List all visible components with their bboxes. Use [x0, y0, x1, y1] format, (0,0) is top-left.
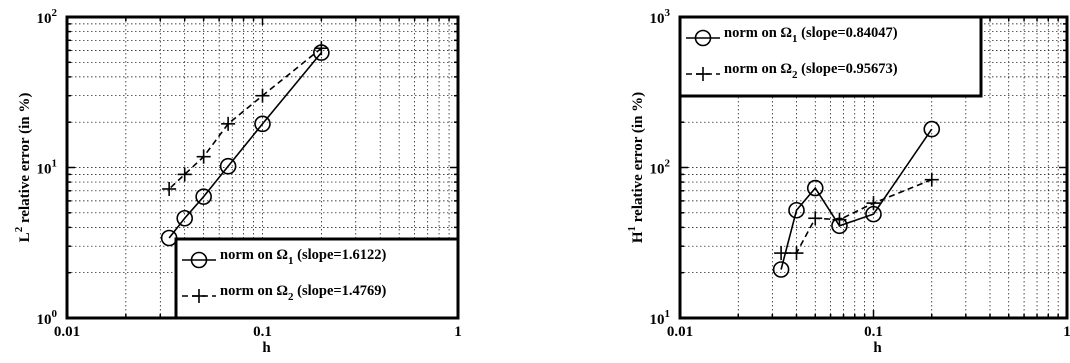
- legend-subscript: 2: [288, 291, 294, 303]
- x-tick-label: 1: [454, 324, 462, 340]
- chart-1-series-1: [160, 44, 330, 247]
- y-tick-exponent: 0: [52, 308, 58, 320]
- legend-text: (slope=0.84047): [798, 25, 898, 41]
- y-tick-exponent: 1: [52, 158, 58, 170]
- chart-2-series-2: [774, 172, 939, 261]
- legend-box: [678, 15, 983, 98]
- legend-subscript: 1: [288, 255, 294, 267]
- chart-2-legend: norm on Ω1 (slope=0.84047)norm on Ω2 (sl…: [678, 15, 983, 98]
- circle-marker: [176, 209, 194, 227]
- series-line: [780, 128, 933, 270]
- y-tick-base: 10: [650, 11, 665, 27]
- legend-text: norm on: [724, 61, 780, 77]
- legend-label: norm on Ω1 (slope=1.6122): [220, 247, 387, 267]
- y-tick-base: 10: [650, 162, 665, 178]
- plus-marker: [162, 181, 177, 196]
- circle-marker: [254, 115, 271, 133]
- plus-marker: [808, 211, 823, 226]
- chart-2-ylabel: H1 relative error (in %): [626, 92, 646, 243]
- x-tick-label: 0.1: [253, 324, 272, 340]
- legend-marker: [694, 29, 712, 47]
- ylabel-text: relative error (in %): [17, 93, 33, 227]
- y-tick-label: 100: [37, 308, 58, 328]
- ylabel-text: relative error (in %): [630, 92, 646, 226]
- ylabel-base: L: [17, 232, 33, 242]
- y-tick-exponent: 2: [665, 158, 671, 170]
- legend-item-2: norm on Ω2 (slope=0.95673): [686, 61, 898, 81]
- legend-symbol: Ω: [780, 25, 792, 41]
- chart-2-xlabel: h: [873, 340, 882, 356]
- x-tick-label: 0.1: [864, 324, 883, 340]
- plus-marker: [832, 212, 847, 227]
- legend-symbol: Ω: [276, 283, 288, 299]
- x-tick-label: 0.01: [54, 324, 80, 340]
- legend-marker: [190, 251, 208, 269]
- y-tick-base: 10: [37, 11, 52, 27]
- circle-marker: [923, 120, 941, 138]
- legend-item-2: norm on Ω2 (slope=1.4769): [182, 283, 387, 303]
- plus-marker: [774, 246, 789, 261]
- ylabel-base: H: [630, 231, 646, 243]
- legend-text: norm on: [724, 25, 780, 41]
- y-tick-label: 103: [650, 7, 671, 27]
- circle-marker: [195, 188, 212, 205]
- y-tick-base: 10: [37, 162, 52, 178]
- y-tick-label: 101: [650, 308, 671, 328]
- legend-text: (slope=0.95673): [798, 61, 898, 77]
- plus-marker: [866, 196, 881, 211]
- legend-text: norm on: [220, 283, 276, 299]
- legend-symbol: Ω: [276, 247, 288, 263]
- y-tick-base: 10: [650, 312, 665, 328]
- y-tick-label: 102: [37, 7, 58, 27]
- plus-marker: [196, 149, 211, 164]
- x-tick-label: 1: [1063, 324, 1070, 340]
- legend-text: (slope=1.4769): [294, 283, 387, 299]
- series-line: [168, 47, 322, 190]
- plus-marker: [255, 88, 270, 103]
- chart-1-legend: norm on Ω1 (slope=1.6122)norm on Ω2 (slo…: [174, 237, 460, 320]
- series-line: [781, 178, 933, 254]
- y-tick-base: 10: [37, 312, 52, 328]
- legend-subscript: 2: [792, 69, 798, 81]
- chart-1-series-2: [162, 41, 329, 196]
- legend-label: norm on Ω1 (slope=0.84047): [724, 25, 898, 45]
- y-tick-exponent: 1: [665, 308, 671, 320]
- plus-marker: [314, 41, 329, 56]
- plus-marker: [177, 167, 192, 182]
- legend-marker: [696, 67, 710, 81]
- legend-symbol: Ω: [780, 61, 792, 77]
- legend-subscript: 1: [792, 33, 798, 45]
- circle-marker: [788, 201, 805, 219]
- plus-marker: [924, 172, 939, 187]
- legend-marker: [192, 289, 206, 303]
- chart-1-grid: [67, 17, 458, 318]
- chart-1-xlabel: h: [262, 340, 271, 356]
- plus-marker: [789, 246, 804, 261]
- circle-marker: [772, 261, 790, 278]
- legend-label: norm on Ω2 (slope=0.95673): [724, 61, 898, 81]
- legend-box: [174, 237, 460, 320]
- ylabel-superscript: 2: [13, 226, 25, 232]
- y-tick-label: 101: [37, 158, 58, 178]
- x-tick-label: 0.01: [667, 324, 693, 340]
- series-line: [168, 52, 322, 239]
- plus-marker: [221, 116, 236, 131]
- legend-item-1: norm on Ω1 (slope=0.84047): [686, 25, 898, 47]
- legend-text: (slope=1.6122): [294, 247, 387, 263]
- circle-marker: [806, 179, 824, 197]
- chart-1-ylabel: L2 relative error (in %): [13, 93, 33, 243]
- ylabel-superscript: 1: [626, 226, 638, 232]
- legend-item-1: norm on Ω1 (slope=1.6122): [182, 247, 387, 269]
- y-tick-exponent: 3: [665, 7, 671, 19]
- circle-marker: [219, 157, 237, 175]
- legend-text: norm on: [220, 247, 276, 263]
- y-tick-label: 102: [650, 158, 671, 178]
- legend-label: norm on Ω2 (slope=1.4769): [220, 283, 387, 303]
- y-tick-exponent: 2: [52, 7, 58, 19]
